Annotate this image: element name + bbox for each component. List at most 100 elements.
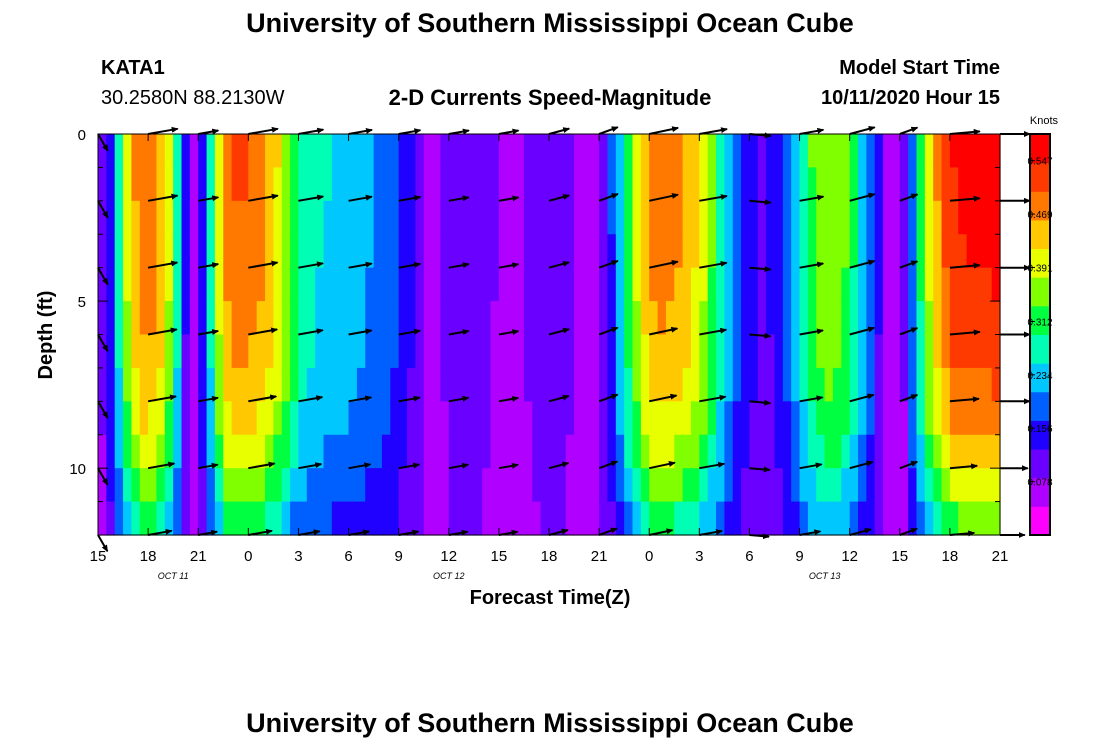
heatmap-cell — [607, 200, 617, 235]
heatmap-cell — [106, 134, 116, 169]
heatmap-cell — [432, 401, 442, 436]
heatmap-cell — [841, 200, 851, 235]
heatmap-cell — [649, 401, 659, 436]
heatmap-cell — [398, 234, 408, 269]
heatmap-cell — [248, 401, 258, 436]
heatmap-cell — [883, 134, 893, 169]
current-vector — [548, 127, 571, 135]
heatmap-cell — [214, 334, 224, 369]
heatmap-cell — [123, 134, 133, 169]
heatmap-cell — [858, 267, 867, 302]
heatmap-cell — [649, 234, 659, 269]
heatmap-cell — [974, 434, 984, 469]
heatmap-cell — [440, 468, 450, 503]
heatmap-cell — [123, 267, 133, 302]
heatmap-cell — [214, 501, 224, 536]
heatmap-cell — [557, 267, 567, 302]
heatmap-cell — [607, 401, 617, 436]
heatmap-cell — [498, 334, 508, 369]
heatmap-cell — [749, 334, 759, 369]
heatmap-cell — [899, 234, 909, 269]
current-vector — [598, 259, 619, 269]
heatmap-cell — [256, 501, 266, 536]
heatmap-cell — [164, 200, 174, 235]
heatmap-cell — [699, 468, 709, 503]
heatmap-cell — [674, 301, 684, 336]
heatmap-cell — [724, 434, 734, 469]
current-vector — [648, 326, 679, 336]
heatmap-cell — [607, 367, 617, 402]
current-vector — [348, 328, 373, 336]
heatmap-cell — [98, 234, 107, 269]
x-tick-label: 18 — [140, 548, 157, 565]
heatmap-cell — [832, 134, 842, 169]
heatmap-cell — [540, 267, 550, 302]
heatmap-cell — [223, 334, 233, 369]
current-vector — [198, 529, 219, 536]
heatmap-cell — [649, 501, 659, 536]
heatmap-cell — [148, 200, 158, 235]
heatmap-cell — [407, 267, 416, 302]
heatmap-cell — [933, 234, 943, 269]
heatmap-cell — [139, 367, 149, 402]
heatmap-cell — [465, 167, 475, 202]
heatmap-cell — [690, 468, 700, 503]
heatmap-cell — [123, 501, 133, 536]
heatmap-cell — [916, 434, 926, 469]
heatmap-cell — [540, 501, 550, 536]
heatmap-cell — [582, 334, 592, 369]
heatmap-cell — [891, 267, 901, 302]
x-tick-label: 21 — [992, 548, 1009, 565]
heatmap-cell — [983, 267, 993, 302]
heatmap-cell — [983, 434, 993, 469]
heatmap-cell — [716, 468, 725, 503]
heatmap-cell — [306, 234, 316, 269]
heatmap-cell — [407, 468, 416, 503]
heatmap-cell — [390, 167, 400, 202]
heatmap-cell — [139, 134, 149, 169]
heatmap-cell — [916, 468, 926, 503]
heatmap-cell — [198, 367, 208, 402]
heatmap-cell — [373, 301, 383, 336]
heatmap-cell — [716, 234, 725, 269]
heatmap-cell — [164, 334, 174, 369]
colorbar-segment — [1030, 363, 1050, 393]
heatmap-cell — [173, 200, 183, 235]
heatmap-cell — [465, 234, 475, 269]
heatmap-cell — [799, 468, 809, 503]
current-vector — [147, 461, 176, 470]
heatmap-cell — [774, 301, 784, 336]
heatmap-cell — [565, 367, 575, 402]
heatmap-cell — [490, 334, 500, 369]
heatmap-cell — [114, 301, 124, 336]
heatmap-cell — [624, 367, 634, 402]
current-vector — [348, 261, 373, 269]
heatmap-cell — [615, 401, 625, 436]
heatmap-cell — [106, 501, 116, 536]
heatmap-cell — [373, 267, 383, 302]
heatmap-cell — [98, 367, 107, 402]
heatmap-cell — [649, 134, 659, 169]
heatmap-cell — [741, 468, 751, 503]
current-vector — [198, 329, 220, 336]
heatmap-cell — [891, 501, 901, 536]
heatmap-cell — [590, 234, 600, 269]
heatmap-cell — [582, 367, 592, 402]
heatmap-cell — [774, 234, 784, 269]
heatmap-cell — [966, 134, 976, 169]
heatmap-cell — [549, 167, 558, 202]
heatmap-cell — [958, 501, 968, 536]
current-vector — [198, 395, 219, 403]
heatmap-cell — [724, 134, 734, 169]
heatmap-cell — [198, 267, 208, 302]
heatmap-cell — [164, 267, 174, 302]
heatmap-cell — [381, 434, 391, 469]
heatmap-cell — [298, 200, 308, 235]
heatmap-cell — [883, 468, 893, 503]
heatmap-cell — [323, 134, 333, 169]
heatmap-cell — [774, 334, 784, 369]
heatmap-cell — [465, 301, 475, 336]
current-vector — [198, 262, 220, 269]
heatmap-cell — [974, 234, 984, 269]
heatmap-cell — [390, 200, 400, 235]
